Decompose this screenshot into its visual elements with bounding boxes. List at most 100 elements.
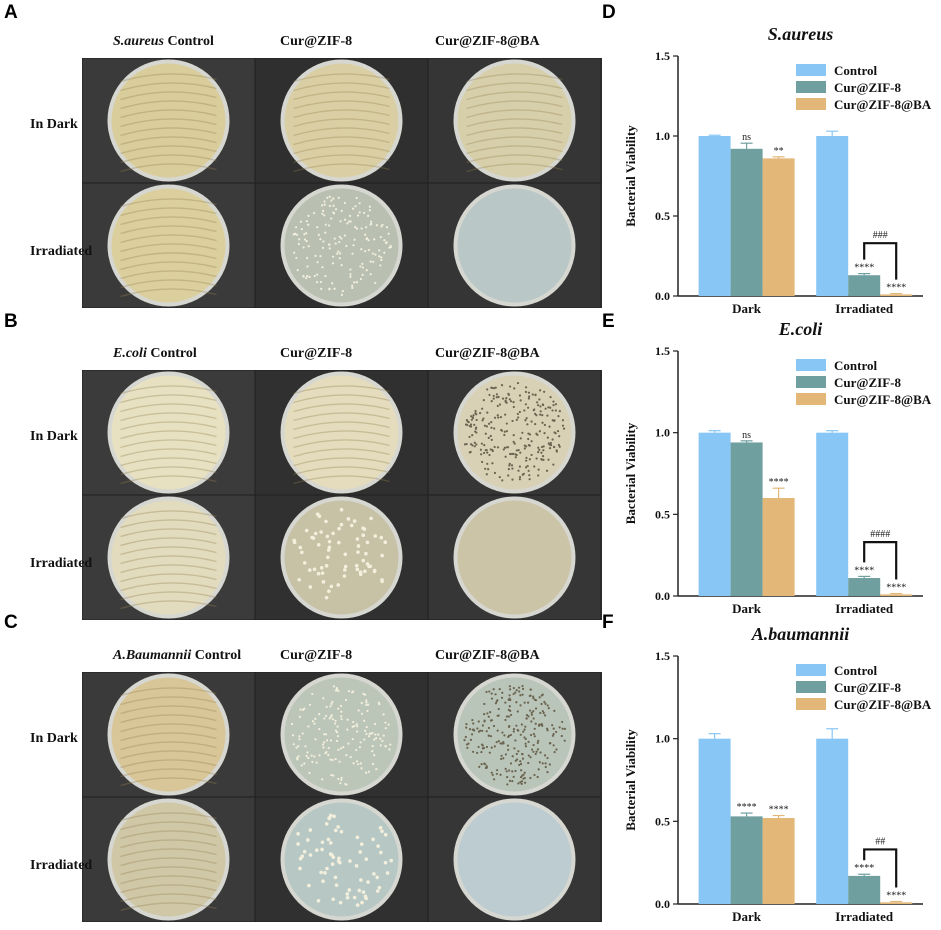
colony <box>534 722 537 725</box>
colony <box>308 853 313 857</box>
colony <box>481 729 484 732</box>
colony <box>558 445 561 448</box>
colony <box>321 246 325 250</box>
colony <box>561 419 565 422</box>
colony <box>334 757 337 761</box>
y-axis-label: Bacterial Viability <box>623 729 638 831</box>
colony <box>483 713 486 716</box>
colony <box>517 416 520 419</box>
colony <box>313 274 316 278</box>
colony <box>488 393 491 397</box>
colony <box>535 432 538 435</box>
colony <box>500 429 504 432</box>
colony <box>547 458 550 461</box>
colony <box>542 449 545 452</box>
colony <box>552 463 555 466</box>
colony <box>324 822 329 826</box>
streak-line <box>466 145 563 155</box>
species-name: A.Baumannii <box>113 648 192 663</box>
colony <box>359 265 362 268</box>
colony <box>524 725 527 728</box>
colony <box>383 832 388 837</box>
colony <box>549 441 553 445</box>
y-tick-label: 0.5 <box>655 507 670 521</box>
colony <box>331 700 334 704</box>
colony <box>493 778 496 781</box>
colony <box>351 284 354 287</box>
colony <box>340 776 343 779</box>
colony <box>302 561 307 565</box>
significance-label: ns <box>742 132 751 143</box>
streak-line <box>120 225 217 235</box>
colony <box>552 403 555 407</box>
colony <box>532 697 535 700</box>
y-tick-label: 0.0 <box>655 289 670 303</box>
colony <box>526 464 529 468</box>
colony <box>556 429 560 433</box>
colony <box>305 754 308 758</box>
streak-line <box>120 279 217 289</box>
colony <box>500 696 504 699</box>
colony <box>483 720 486 723</box>
colony <box>491 773 494 777</box>
streak-line <box>293 457 390 467</box>
colony <box>546 414 549 417</box>
colony <box>324 519 328 524</box>
colony <box>496 729 499 732</box>
colony <box>325 705 328 709</box>
colony <box>518 763 521 767</box>
colony <box>485 690 488 694</box>
colony <box>303 707 306 710</box>
petri-dish-photo <box>82 495 255 620</box>
colony <box>519 694 522 697</box>
colony <box>323 741 326 744</box>
colony <box>321 212 324 215</box>
colony <box>558 435 561 438</box>
streak-line <box>120 812 217 822</box>
colony <box>344 698 348 702</box>
colony <box>368 209 371 212</box>
colony <box>297 577 301 582</box>
streak-line <box>293 475 390 485</box>
colony <box>518 478 521 481</box>
row-label: Irradiated <box>30 858 93 873</box>
colony <box>515 689 518 692</box>
colony <box>471 416 475 420</box>
chart-title: A.baumannii <box>751 624 850 644</box>
column-header: Cur@ZIF-8 <box>280 648 352 664</box>
colony <box>555 748 558 751</box>
colony <box>355 760 359 763</box>
colony <box>481 419 484 422</box>
colony <box>339 507 344 512</box>
colony <box>560 734 563 738</box>
colony <box>358 572 363 577</box>
row-label: Irradiated <box>30 556 93 571</box>
colony <box>505 770 508 773</box>
colony <box>298 545 303 550</box>
colony <box>337 540 341 545</box>
colony <box>555 450 559 453</box>
colony <box>521 693 524 696</box>
colony <box>482 746 486 750</box>
colony <box>338 900 343 905</box>
streak-line <box>120 848 217 858</box>
column-label: Cur@ZIF-8@BA <box>435 346 540 361</box>
colony <box>363 719 366 722</box>
colony <box>326 196 329 199</box>
colony <box>351 252 354 255</box>
colony <box>295 746 298 749</box>
colony <box>298 856 303 861</box>
colony <box>507 474 510 477</box>
streak-line <box>120 100 217 110</box>
legend-swatch <box>796 98 826 110</box>
colony <box>490 426 493 429</box>
streak-line <box>293 412 390 422</box>
streak-line <box>120 154 217 164</box>
colony <box>319 566 324 570</box>
streak-line <box>293 118 390 128</box>
colony <box>327 753 330 757</box>
colony <box>301 732 304 735</box>
colony <box>341 290 344 293</box>
colony <box>545 727 549 730</box>
colony <box>318 713 321 716</box>
